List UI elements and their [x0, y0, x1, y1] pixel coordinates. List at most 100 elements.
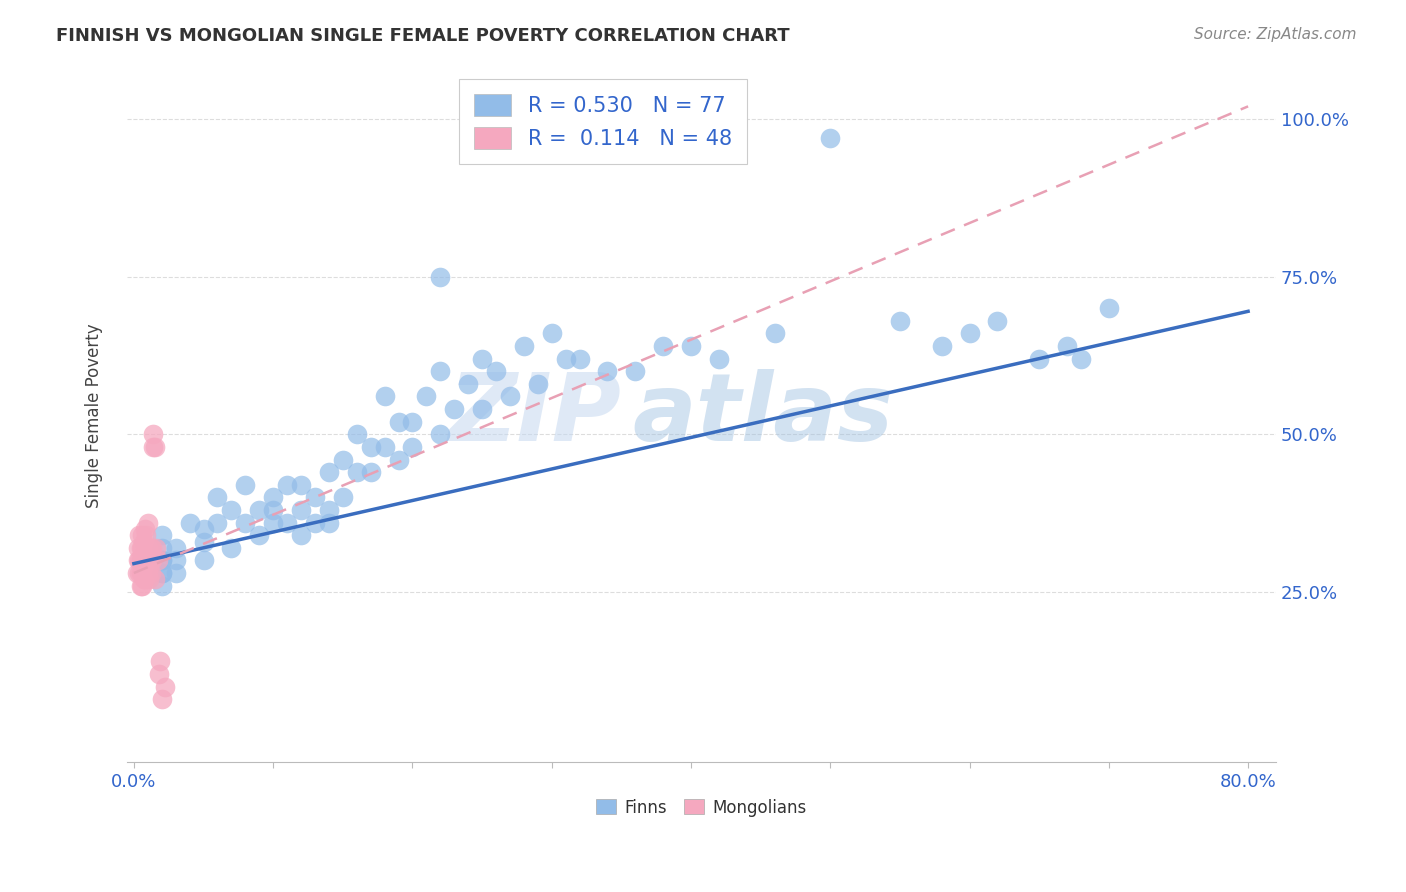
Point	[131, 528, 153, 542]
Point	[150, 553, 173, 567]
Point	[150, 692, 173, 706]
Text: FINNISH VS MONGOLIAN SINGLE FEMALE POVERTY CORRELATION CHART: FINNISH VS MONGOLIAN SINGLE FEMALE POVER…	[56, 27, 790, 45]
Point	[499, 389, 522, 403]
Point	[135, 553, 157, 567]
Point	[132, 559, 155, 574]
Point	[128, 553, 150, 567]
Point	[360, 465, 382, 479]
Point	[247, 528, 270, 542]
Point	[889, 314, 911, 328]
Point	[485, 364, 508, 378]
Y-axis label: Single Female Poverty: Single Female Poverty	[86, 323, 103, 508]
Point	[129, 553, 152, 567]
Point	[142, 440, 165, 454]
Point	[165, 553, 187, 567]
Point	[986, 314, 1008, 328]
Point	[554, 351, 576, 366]
Point	[1098, 301, 1121, 315]
Point	[443, 402, 465, 417]
Point	[262, 516, 284, 530]
Point	[304, 516, 326, 530]
Point	[276, 477, 298, 491]
Text: ZIP: ZIP	[449, 369, 621, 461]
Point	[131, 566, 153, 580]
Text: atlas: atlas	[633, 369, 894, 461]
Point	[290, 528, 312, 542]
Point	[429, 427, 451, 442]
Point	[262, 491, 284, 505]
Point	[165, 541, 187, 555]
Point	[540, 326, 562, 341]
Point	[193, 534, 215, 549]
Point	[134, 572, 156, 586]
Text: Source: ZipAtlas.com: Source: ZipAtlas.com	[1194, 27, 1357, 42]
Point	[145, 541, 167, 555]
Point	[179, 516, 201, 530]
Point	[131, 579, 153, 593]
Point	[332, 491, 354, 505]
Point	[763, 326, 786, 341]
Point	[129, 566, 152, 580]
Point	[148, 667, 170, 681]
Point	[143, 572, 166, 586]
Point	[233, 477, 256, 491]
Point	[221, 541, 243, 555]
Point	[150, 579, 173, 593]
Point	[247, 503, 270, 517]
Point	[136, 516, 159, 530]
Point	[136, 541, 159, 555]
Point	[374, 389, 396, 403]
Point	[471, 402, 494, 417]
Point	[596, 364, 619, 378]
Point	[820, 131, 842, 145]
Point	[132, 547, 155, 561]
Point	[146, 553, 169, 567]
Point	[360, 440, 382, 454]
Point	[141, 541, 163, 555]
Point	[346, 427, 368, 442]
Point	[149, 654, 172, 668]
Point	[401, 415, 423, 429]
Point	[1028, 351, 1050, 366]
Point	[387, 415, 409, 429]
Point	[346, 465, 368, 479]
Point	[318, 465, 340, 479]
Point	[526, 376, 548, 391]
Point	[429, 269, 451, 284]
Point	[136, 553, 159, 567]
Point	[138, 547, 160, 561]
Point	[150, 566, 173, 580]
Point	[132, 534, 155, 549]
Point	[652, 339, 675, 353]
Point	[150, 566, 173, 580]
Point	[131, 541, 153, 555]
Point	[707, 351, 730, 366]
Point	[128, 566, 150, 580]
Point	[134, 547, 156, 561]
Point	[304, 491, 326, 505]
Point	[153, 680, 176, 694]
Point	[415, 389, 437, 403]
Point	[129, 579, 152, 593]
Point	[290, 477, 312, 491]
Point	[138, 559, 160, 574]
Point	[568, 351, 591, 366]
Point	[128, 528, 150, 542]
Point	[138, 572, 160, 586]
Point	[141, 553, 163, 567]
Point	[233, 516, 256, 530]
Point	[165, 566, 187, 580]
Point	[150, 541, 173, 555]
Point	[139, 541, 162, 555]
Point	[374, 440, 396, 454]
Point	[318, 516, 340, 530]
Point	[193, 553, 215, 567]
Point	[1070, 351, 1092, 366]
Point	[276, 516, 298, 530]
Point	[134, 522, 156, 536]
Point	[150, 553, 173, 567]
Point	[931, 339, 953, 353]
Point	[207, 516, 229, 530]
Point	[457, 376, 479, 391]
Point	[401, 440, 423, 454]
